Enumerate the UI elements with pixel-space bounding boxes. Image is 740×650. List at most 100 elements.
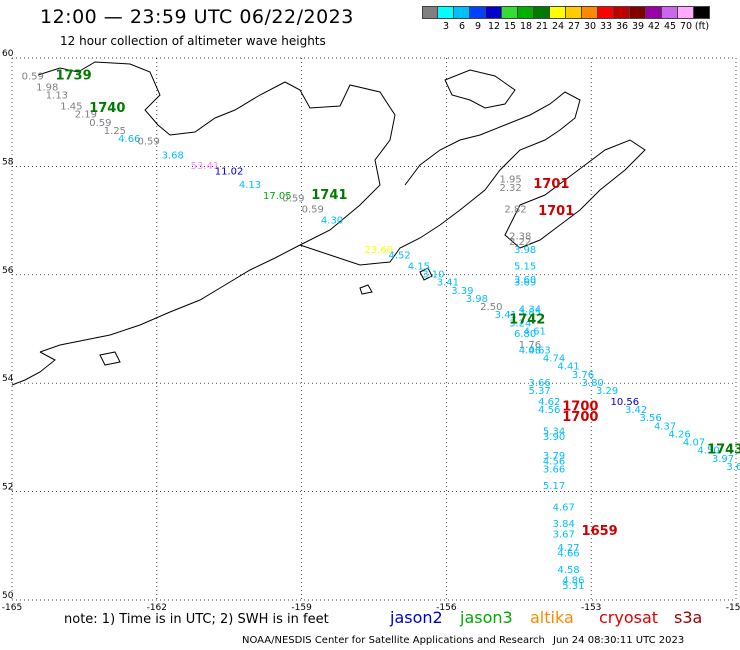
wave-height-value: 3.80	[582, 378, 604, 389]
wave-height-value: 4.37	[654, 421, 676, 432]
wave-height-value: 2.19	[75, 110, 97, 121]
wave-height-value: 5.34	[543, 427, 565, 438]
wave-height-value: 4.63	[528, 345, 550, 356]
satellite-s3a: s3a	[674, 608, 703, 627]
pass-time-label: 1740	[89, 101, 125, 116]
wave-height-value: 3.66	[543, 465, 565, 476]
legend-label: 18	[519, 21, 533, 32]
legend-label: 39	[631, 21, 645, 32]
wave-height-value: 2.22	[509, 237, 531, 248]
wave-height-value: 3.10	[422, 270, 444, 281]
pass-time-label: 1659	[582, 524, 618, 539]
wave-height-value: 4.15	[408, 261, 430, 272]
wave-height-value: 2.82	[504, 204, 526, 215]
wave-height-value: 4.61	[524, 326, 546, 337]
legend-label: 70	[679, 21, 693, 32]
wave-height-value: 4.27	[557, 543, 579, 554]
legend-label: 15	[503, 21, 517, 32]
wave-height-value: 6.80	[514, 329, 536, 340]
legend-label: 36	[615, 21, 629, 32]
footnote: note: 1) Time is in UTC; 2) SWH is in fe…	[64, 612, 329, 627]
legend-label: 45	[663, 21, 677, 32]
wave-height-value: 4.66	[118, 134, 140, 145]
longitude-label: -162	[147, 603, 167, 613]
satellite-altika: altika	[530, 608, 574, 627]
wave-height-value: 4.58	[557, 565, 579, 576]
latitude-label: 50	[2, 591, 14, 601]
legend-swatch	[502, 6, 518, 19]
legend-swatch	[534, 6, 550, 19]
wave-height-value: 2.38	[509, 232, 531, 243]
coastline	[37, 61, 396, 353]
wave-height-value: 3.60	[514, 275, 536, 286]
legend-label: 27	[567, 21, 581, 32]
wave-height-value: 4.67	[553, 503, 575, 514]
legend-label: 21	[535, 21, 549, 32]
wave-height-value: 4.50	[697, 446, 719, 457]
legend-swatch	[470, 6, 486, 19]
legend-swatch	[518, 6, 534, 19]
wave-height-value: 4.06	[519, 345, 541, 356]
wave-height-value: 10.56	[611, 397, 640, 408]
pass-time-label: 1743	[707, 443, 740, 458]
wave-height-value: 4.41	[557, 362, 579, 373]
wave-height-value: 4.26	[668, 429, 690, 440]
wave-height-value: 3.62	[726, 462, 740, 473]
legend-swatch	[678, 6, 694, 19]
wave-height-value: 4.56	[543, 457, 565, 468]
wave-height-value: 2.32	[499, 183, 521, 194]
legend-swatch	[694, 6, 710, 19]
wave-height-value: 1.25	[104, 126, 126, 137]
legend-label: 6	[458, 21, 466, 32]
wave-height-value: 53.41	[191, 161, 220, 172]
longitude-label: -150	[726, 603, 740, 613]
legend-swatch	[582, 6, 598, 19]
wave-height-value: 0.59	[137, 137, 159, 148]
satellite-jason3: jason3	[460, 608, 513, 627]
wave-height-value: 3.97	[712, 454, 734, 465]
legend-swatch	[598, 6, 614, 19]
pass-time-label: 1739	[55, 69, 91, 84]
wave-height-value: 4.30	[321, 215, 343, 226]
wave-height-value: 3.85	[519, 307, 541, 318]
wave-height-value: 5.37	[528, 386, 550, 397]
wave-height-value: 3.68	[162, 150, 184, 161]
wave-height-value: 3.41	[437, 278, 459, 289]
latitude-label: 52	[2, 483, 13, 493]
legend-swatch	[614, 6, 630, 19]
latitude-label: 54	[2, 374, 14, 384]
wave-height-value: 11.02	[215, 167, 244, 178]
legend-swatch	[630, 6, 646, 19]
wave-height-value: 17.05	[263, 191, 292, 202]
wave-height-value: 4.34	[519, 305, 541, 316]
legend-swatches	[422, 6, 710, 19]
wave-height-value: 3.84	[553, 519, 575, 530]
wave-height-value: 1.98	[36, 83, 58, 94]
legend-label: 3	[442, 21, 450, 32]
wave-height-value: 3.79	[543, 451, 565, 462]
coastline	[419, 267, 433, 281]
wave-height-value: 1.95	[499, 175, 521, 186]
wave-height-value: 4.66	[557, 549, 579, 560]
legend-swatch	[454, 6, 470, 19]
wave-height-value: 4.62	[538, 397, 560, 408]
legend-label: 33	[599, 21, 613, 32]
wave-height-value: 1.13	[46, 91, 68, 102]
legend-swatch	[566, 6, 582, 19]
wave-height-value: 5.17	[543, 481, 565, 492]
wave-height-value: 4.52	[388, 251, 410, 262]
wave-height-value: 3.98	[514, 245, 536, 256]
wave-height-value: 3.39	[451, 286, 473, 297]
longitude-label: -165	[2, 603, 22, 613]
latitude-label: 58	[2, 157, 14, 167]
wave-height-value: 3.29	[596, 386, 618, 397]
wave-height-value: 0.59	[302, 204, 324, 215]
coastline	[11, 351, 56, 386]
wave-height-value: 3.69	[514, 278, 536, 289]
wave-height-value: 1.45	[60, 101, 82, 112]
wave-height-value: 4.56	[538, 405, 560, 416]
legend-swatch	[550, 6, 566, 19]
wave-height-value: 0.59	[22, 72, 44, 83]
wave-height-value: 3.90	[543, 432, 565, 443]
